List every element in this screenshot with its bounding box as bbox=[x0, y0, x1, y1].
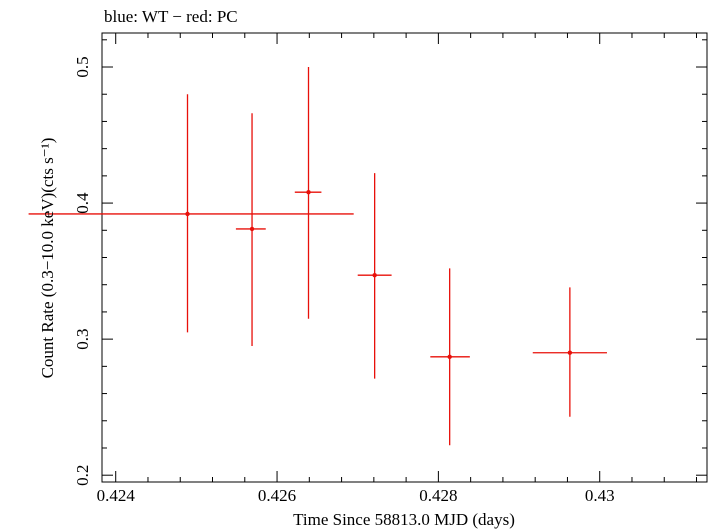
y-tick-label: 0.4 bbox=[73, 192, 92, 214]
x-tick-label: 0.426 bbox=[258, 486, 296, 505]
data-point bbox=[235, 113, 266, 346]
data-series-pc bbox=[28, 67, 607, 446]
x-tick-label: 0.428 bbox=[419, 486, 457, 505]
point-marker bbox=[249, 226, 255, 232]
data-point bbox=[532, 287, 607, 417]
point-marker bbox=[567, 350, 573, 355]
chart-title: blue: WT − red: PC bbox=[104, 7, 238, 26]
y-tick-label: 0.2 bbox=[73, 465, 92, 486]
y-axis: 0.2 0.3 0.4 0.5 bbox=[73, 39, 707, 486]
point-marker bbox=[372, 272, 377, 278]
point-marker bbox=[306, 189, 311, 195]
x-tick-label: 0.43 bbox=[585, 486, 615, 505]
y-axis-label: Count Rate (0.3−10.0 keV)(cts s⁻¹) bbox=[38, 138, 57, 379]
plot-frame bbox=[101, 32, 708, 483]
data-point bbox=[357, 173, 392, 379]
data-point bbox=[28, 94, 354, 333]
x-axis: 0.424 0.426 0.428 0.43 bbox=[97, 33, 698, 505]
data-point bbox=[294, 67, 322, 319]
y-tick-label: 0.5 bbox=[73, 56, 92, 77]
x-tick-label: 0.424 bbox=[97, 486, 136, 505]
point-marker bbox=[447, 354, 452, 360]
data-point bbox=[430, 268, 470, 446]
x-axis-label: Time Since 58813.0 MJD (days) bbox=[293, 510, 515, 529]
y-tick-label: 0.3 bbox=[73, 329, 92, 350]
point-marker bbox=[185, 211, 190, 217]
